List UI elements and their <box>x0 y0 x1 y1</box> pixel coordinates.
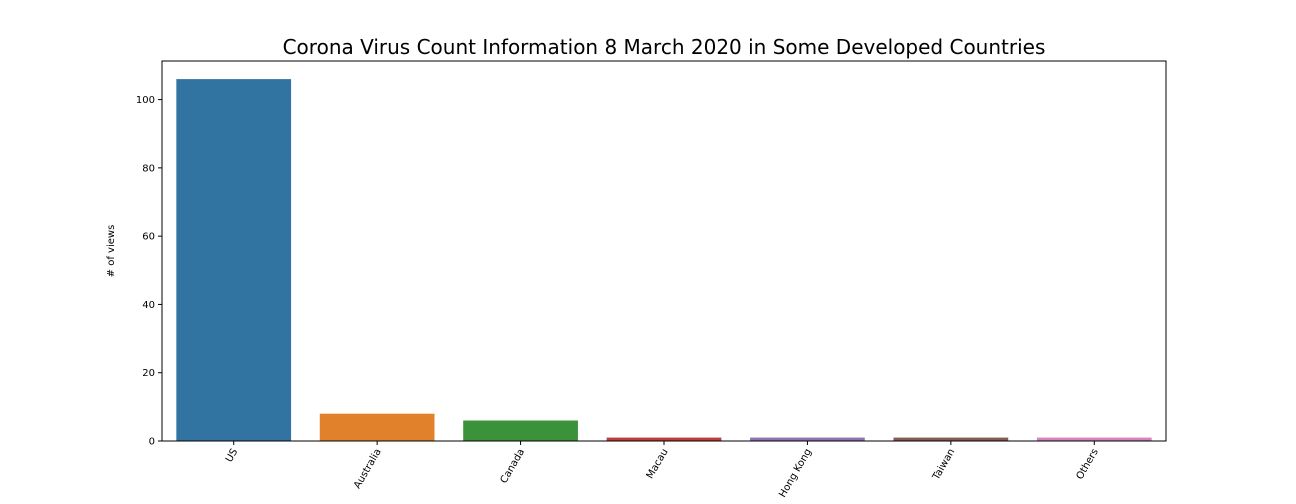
y-axis-ticks: 0 20 40 60 80 100 <box>136 95 162 448</box>
bar-taiwan <box>893 437 1009 441</box>
x-tick-label: Others <box>1075 447 1101 482</box>
x-axis-ticks: US Australia Canada Macau Hong Kong Taiwan Oth… <box>224 441 1101 500</box>
y-tick-label: 80 <box>142 163 155 174</box>
bar-macau <box>606 437 722 441</box>
bar-us <box>176 79 292 441</box>
y-axis-label: # of views <box>106 225 117 278</box>
y-tick-label: 60 <box>142 232 155 243</box>
plot-frame <box>161 60 1167 442</box>
bars-group <box>176 79 1152 441</box>
x-tick-label: Taiwan <box>930 447 957 483</box>
y-tick-label: 20 <box>142 368 155 379</box>
x-tick-label: Hong Kong <box>777 447 814 500</box>
chart-title: Corona Virus Count Information 8 March 2… <box>283 35 1046 59</box>
y-tick-label: 40 <box>142 300 155 311</box>
x-tick-label: US <box>224 447 240 464</box>
bar-canada <box>463 420 578 441</box>
y-tick-label: 100 <box>136 95 155 106</box>
x-tick-label: Australia <box>352 447 384 491</box>
bar-others <box>1036 437 1152 441</box>
x-tick-label: Macau <box>645 447 671 481</box>
bar-australia <box>319 413 435 441</box>
bar-hong-kong <box>750 437 865 441</box>
x-tick-label: Canada <box>499 447 528 485</box>
y-tick-label: 0 <box>149 437 155 448</box>
